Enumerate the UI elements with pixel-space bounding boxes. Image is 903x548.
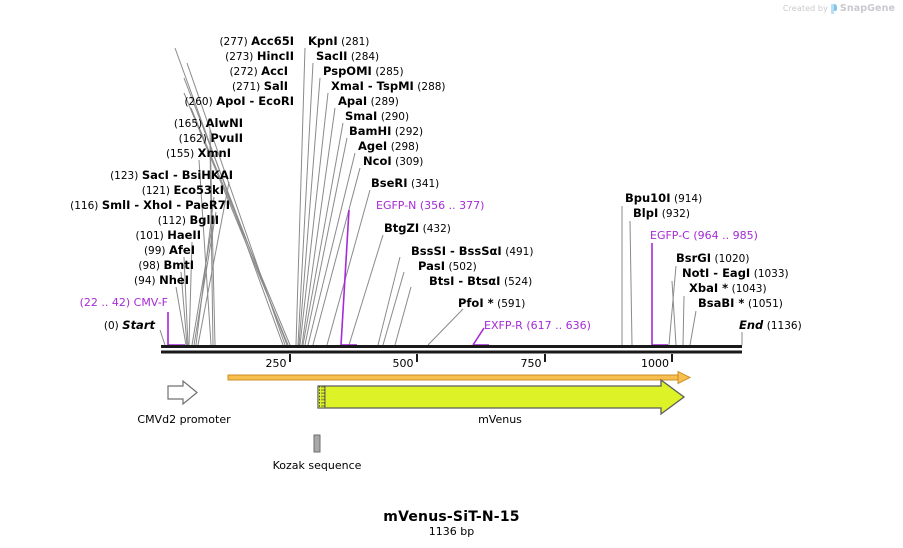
enzyme-label-noti-eagi[interactable]: NotI - EagI (1033)	[682, 266, 789, 280]
feature-label-exfp-r[interactable]: EXFP-R (617 .. 636)	[484, 319, 591, 332]
enzyme-label-blpi[interactable]: BlpI (932)	[633, 206, 690, 220]
enzyme-label-bmti[interactable]: (98) BmtI	[138, 258, 194, 272]
enzyme-label-bglii[interactable]: (112) BglII	[157, 213, 219, 227]
enzyme-label-apai[interactable]: ApaI (289)	[338, 94, 399, 108]
label-start[interactable]: (0) Start	[103, 318, 155, 332]
feature-label-cmv-f[interactable]: (22 .. 42) CMV-F	[79, 296, 168, 309]
enzyme-label-bpu10i[interactable]: Bpu10I (914)	[625, 191, 703, 205]
enzyme-label-bsrgi[interactable]: BsrGI (1020)	[676, 251, 750, 265]
enzyme-label-sali[interactable]: (271) SalI	[232, 79, 288, 93]
enzyme-label-xmai-tspmi[interactable]: XmaI - TspMI (288)	[331, 79, 446, 93]
feature-label-egfp-c[interactable]: EGFP-C (964 .. 985)	[650, 229, 758, 242]
page-subtitle: 1136 bp	[428, 525, 475, 538]
enzyme-label-acci[interactable]: (272) AccI	[229, 64, 288, 78]
enzyme-label-nhei[interactable]: (94) NheI	[134, 273, 189, 287]
enzyme-label-xbai[interactable]: XbaI * (1043)	[689, 281, 767, 295]
enzyme-label-acc65i[interactable]: (277) Acc65I	[219, 34, 294, 48]
snapgene-credit: Created by SnapGene	[783, 3, 895, 14]
cmvd2-promoter-arrow	[167, 379, 198, 406]
ruler-tick-750: 750	[520, 357, 542, 370]
enzyme-label-sacii[interactable]: SacII (284)	[316, 49, 380, 63]
enzyme-label-eco53ki[interactable]: (121) Eco53kI	[141, 183, 224, 197]
enzyme-label-agei[interactable]: AgeI (298)	[358, 139, 419, 153]
enzyme-label-smai[interactable]: SmaI (290)	[345, 109, 410, 123]
page-title: mVenus-SiT-N-15	[383, 509, 520, 525]
credit-brand: SnapGene	[839, 3, 895, 14]
enzyme-label-btsi-btsai[interactable]: BtsI - BtsαI (524)	[429, 274, 533, 288]
enzyme-label-kpni[interactable]: KpnI (281)	[308, 34, 370, 48]
ruler-tick-250: 250	[265, 357, 287, 370]
feature-caption-kozak-sequence[interactable]: Kozak sequence	[272, 459, 362, 472]
feature-caption-mvenus[interactable]: mVenus	[478, 413, 522, 426]
enzyme-label-pspomi[interactable]: PspOMI (285)	[323, 64, 404, 78]
enzyme-label-bamhi[interactable]: BamHI (292)	[349, 124, 424, 138]
enzyme-label-xmni[interactable]: (155) XmnI	[165, 146, 231, 160]
mvenus-cds-arrow	[317, 378, 686, 416]
enzyme-label-bsssi-bsssai[interactable]: BssSI - BssSαI (491)	[411, 244, 534, 258]
feature-label-egfp-n[interactable]: EGFP-N (356 .. 377)	[376, 199, 485, 212]
enzyme-label-bseri[interactable]: BseRI (341)	[371, 176, 440, 190]
enzyme-label-btgzi[interactable]: BtgZI (432)	[384, 221, 451, 235]
kozak-marker	[313, 434, 321, 453]
enzyme-label-smli-xhoi-paer7i[interactable]: (116) SmlI - XhoI - PaeR7I	[70, 198, 230, 212]
snapgene-logo-icon	[830, 3, 837, 14]
enzyme-label-bsabi[interactable]: BsaBI * (1051)	[698, 296, 783, 310]
enzyme-label-haeii[interactable]: (101) HaeII	[135, 228, 201, 242]
ruler-tick-500: 500	[392, 357, 414, 370]
enzyme-label-afei[interactable]: (99) AfeI	[143, 243, 195, 257]
sequence-ruler	[161, 345, 742, 362]
credit-prefix: Created by	[782, 4, 828, 13]
enzyme-label-alwni[interactable]: (165) AlwNI	[173, 116, 243, 130]
feature-caption-cmvd2-promoter[interactable]: CMVd2 promoter	[137, 413, 231, 426]
enzyme-label-pfoi[interactable]: PfoI * (591)	[458, 296, 526, 310]
label-end[interactable]: End (1136)	[739, 318, 802, 332]
ruler-tick-1000: 1000	[641, 357, 669, 370]
enzyme-label-ncoi[interactable]: NcoI (309)	[363, 154, 424, 168]
enzyme-label-apoi-ecori[interactable]: (260) ApoI - EcoRI	[184, 94, 294, 108]
enzyme-label-pasi[interactable]: PasI (502)	[418, 259, 477, 273]
enzyme-label-hincii[interactable]: (273) HincII	[225, 49, 294, 63]
enzyme-label-pvuii[interactable]: (162) PvuII	[178, 131, 243, 145]
orf-orange-arrow	[227, 370, 692, 385]
enzyme-label-saci-bsihkai[interactable]: (123) SacI - BsiHKAI	[110, 168, 233, 182]
